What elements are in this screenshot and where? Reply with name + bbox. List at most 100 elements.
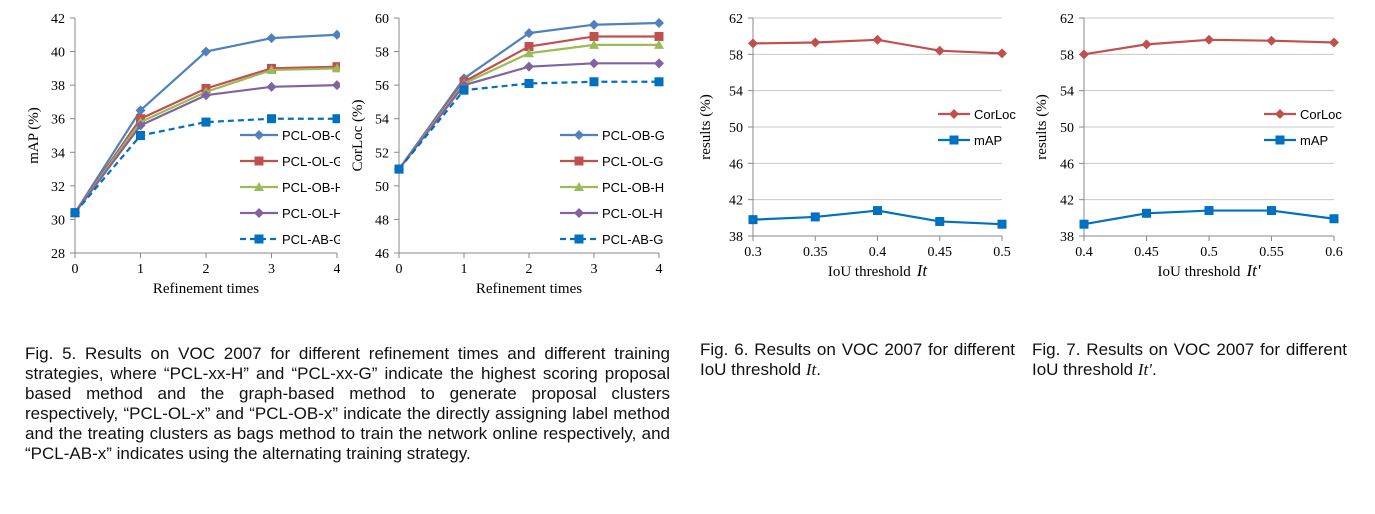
data-point bbox=[201, 46, 211, 57]
data-point bbox=[332, 114, 340, 124]
legend-label: PCL-OL-G bbox=[602, 154, 663, 169]
y-tick-label: 38 bbox=[1060, 230, 1074, 245]
data-point bbox=[872, 34, 883, 45]
y-tick-label: 60 bbox=[375, 12, 389, 27]
y-tick-label: 58 bbox=[375, 46, 389, 61]
data-point bbox=[332, 63, 340, 73]
y-tick-label: 42 bbox=[51, 12, 65, 27]
legend-label: CorLoc bbox=[1300, 107, 1342, 122]
x-tick-label: 0.6 bbox=[1325, 245, 1343, 260]
x-tick-label: 4 bbox=[656, 262, 663, 277]
caption-fig5-text: Fig. 5. Results on VOC 2007 for differen… bbox=[25, 344, 670, 463]
data-point bbox=[267, 114, 276, 124]
y-tick-label: 36 bbox=[51, 113, 65, 128]
data-point bbox=[1204, 206, 1214, 216]
y-axis-title: CorLoc (%) bbox=[350, 99, 366, 171]
legend-label: mAP bbox=[974, 133, 1002, 148]
data-point bbox=[201, 90, 211, 101]
data-point bbox=[1142, 208, 1151, 218]
data-point bbox=[266, 65, 277, 75]
legend-marker bbox=[949, 109, 959, 119]
y-tick-label: 50 bbox=[1060, 121, 1074, 136]
data-point bbox=[201, 117, 211, 127]
x-tick-label: 0.4 bbox=[1075, 245, 1093, 260]
x-axis-title: IoU threshold It' bbox=[1158, 261, 1261, 280]
data-point bbox=[1266, 35, 1277, 46]
x-tick-label: 3 bbox=[591, 262, 598, 277]
data-point bbox=[266, 33, 277, 44]
series-mAP bbox=[1079, 206, 1339, 229]
x-axis-title-math: It' bbox=[1245, 261, 1260, 280]
caption-fig5: Fig. 5. Results on VOC 2007 for differen… bbox=[25, 344, 670, 464]
y-tick-label: 54 bbox=[375, 113, 389, 128]
axes: 38 42 46 50 54 58 62 0.3 0.35 0.4 0.45 0.5 IoU thres… bbox=[698, 12, 1011, 280]
x-tick-label: 3 bbox=[268, 262, 275, 277]
y-tick-label: 58 bbox=[1060, 48, 1074, 63]
legend-marker bbox=[574, 208, 584, 218]
data-point bbox=[135, 105, 146, 116]
series-PCL-OL-H bbox=[70, 80, 340, 218]
y-tick-label: 58 bbox=[729, 48, 743, 63]
data-point bbox=[654, 77, 664, 87]
data-point bbox=[589, 19, 599, 30]
x-tick-label: 0.4 bbox=[869, 245, 887, 260]
legend-label: PCL-OB-H bbox=[602, 180, 664, 195]
caption-fig6-math: It bbox=[805, 360, 817, 379]
legend-label: PCL-OB-G bbox=[282, 128, 340, 143]
x-tick-label: 0.5 bbox=[1200, 245, 1218, 260]
caption-fig7: Fig. 7. Results on VOC 2007 for differen… bbox=[1032, 340, 1347, 379]
y-tick-label: 46 bbox=[729, 157, 743, 172]
y-tick-label: 28 bbox=[51, 247, 65, 262]
legend-label: PCL-OB-H bbox=[282, 180, 340, 195]
y-tick-label: 54 bbox=[729, 85, 743, 100]
series-CorLoc bbox=[1079, 34, 1339, 60]
caption-fig6: Fig. 6. Results on VOC 2007 for differen… bbox=[700, 340, 1015, 379]
chart-corloc-refinement: 46 48 50 52 54 56 58 60 0 1 2 3 4 Refinement times Cor… bbox=[350, 12, 665, 297]
data-point bbox=[1329, 214, 1339, 224]
legend: CorLoc mAP bbox=[938, 107, 1016, 148]
caption-fig7-math: It′ bbox=[1137, 360, 1152, 379]
y-axis-title: results (%) bbox=[698, 94, 714, 159]
data-point bbox=[524, 61, 534, 72]
data-point bbox=[524, 42, 534, 52]
y-tick-label: 50 bbox=[729, 121, 743, 136]
x-tick-label: 0.3 bbox=[744, 245, 762, 260]
legend-label: PCL-OL-G bbox=[282, 154, 340, 169]
legend-label: PCL-OL-H bbox=[282, 206, 340, 221]
legend-marker bbox=[574, 156, 584, 166]
legend-marker bbox=[254, 130, 264, 140]
data-point bbox=[654, 58, 664, 69]
series-PCL-AB-G bbox=[70, 114, 340, 218]
legend-marker bbox=[574, 234, 584, 244]
data-point bbox=[654, 18, 664, 29]
legend-label: CorLoc bbox=[974, 107, 1016, 122]
y-axis-title: mAP (%) bbox=[26, 107, 42, 164]
x-tick-label: 2 bbox=[526, 262, 533, 277]
legend-label: PCL-OL-H bbox=[602, 206, 663, 221]
y-tick-label: 62 bbox=[729, 12, 743, 27]
data-point bbox=[748, 38, 758, 49]
x-tick-label: 0.45 bbox=[1134, 245, 1159, 260]
series-PCL-OB-G bbox=[394, 18, 664, 175]
axes: 46 48 50 52 54 56 58 60 0 1 2 3 4 Refinement times Cor… bbox=[350, 12, 663, 297]
data-point bbox=[459, 85, 469, 95]
y-tick-label: 38 bbox=[51, 79, 65, 94]
legend-marker bbox=[574, 130, 584, 140]
data-point bbox=[589, 58, 599, 69]
data-point bbox=[135, 120, 146, 131]
x-axis-title: Refinement times bbox=[476, 281, 582, 297]
legend-label: PCL-AB-G bbox=[282, 232, 340, 247]
legend-marker bbox=[1275, 135, 1285, 145]
data-point bbox=[873, 206, 882, 216]
y-tick-label: 30 bbox=[51, 213, 65, 228]
legend-marker bbox=[254, 208, 264, 218]
data-point bbox=[589, 77, 599, 87]
data-point bbox=[1079, 219, 1089, 229]
legend-marker bbox=[254, 234, 264, 244]
legend-marker bbox=[1275, 109, 1285, 119]
x-tick-label: 0.45 bbox=[928, 245, 953, 260]
y-tick-label: 34 bbox=[51, 146, 65, 161]
x-tick-label: 1 bbox=[137, 262, 144, 277]
